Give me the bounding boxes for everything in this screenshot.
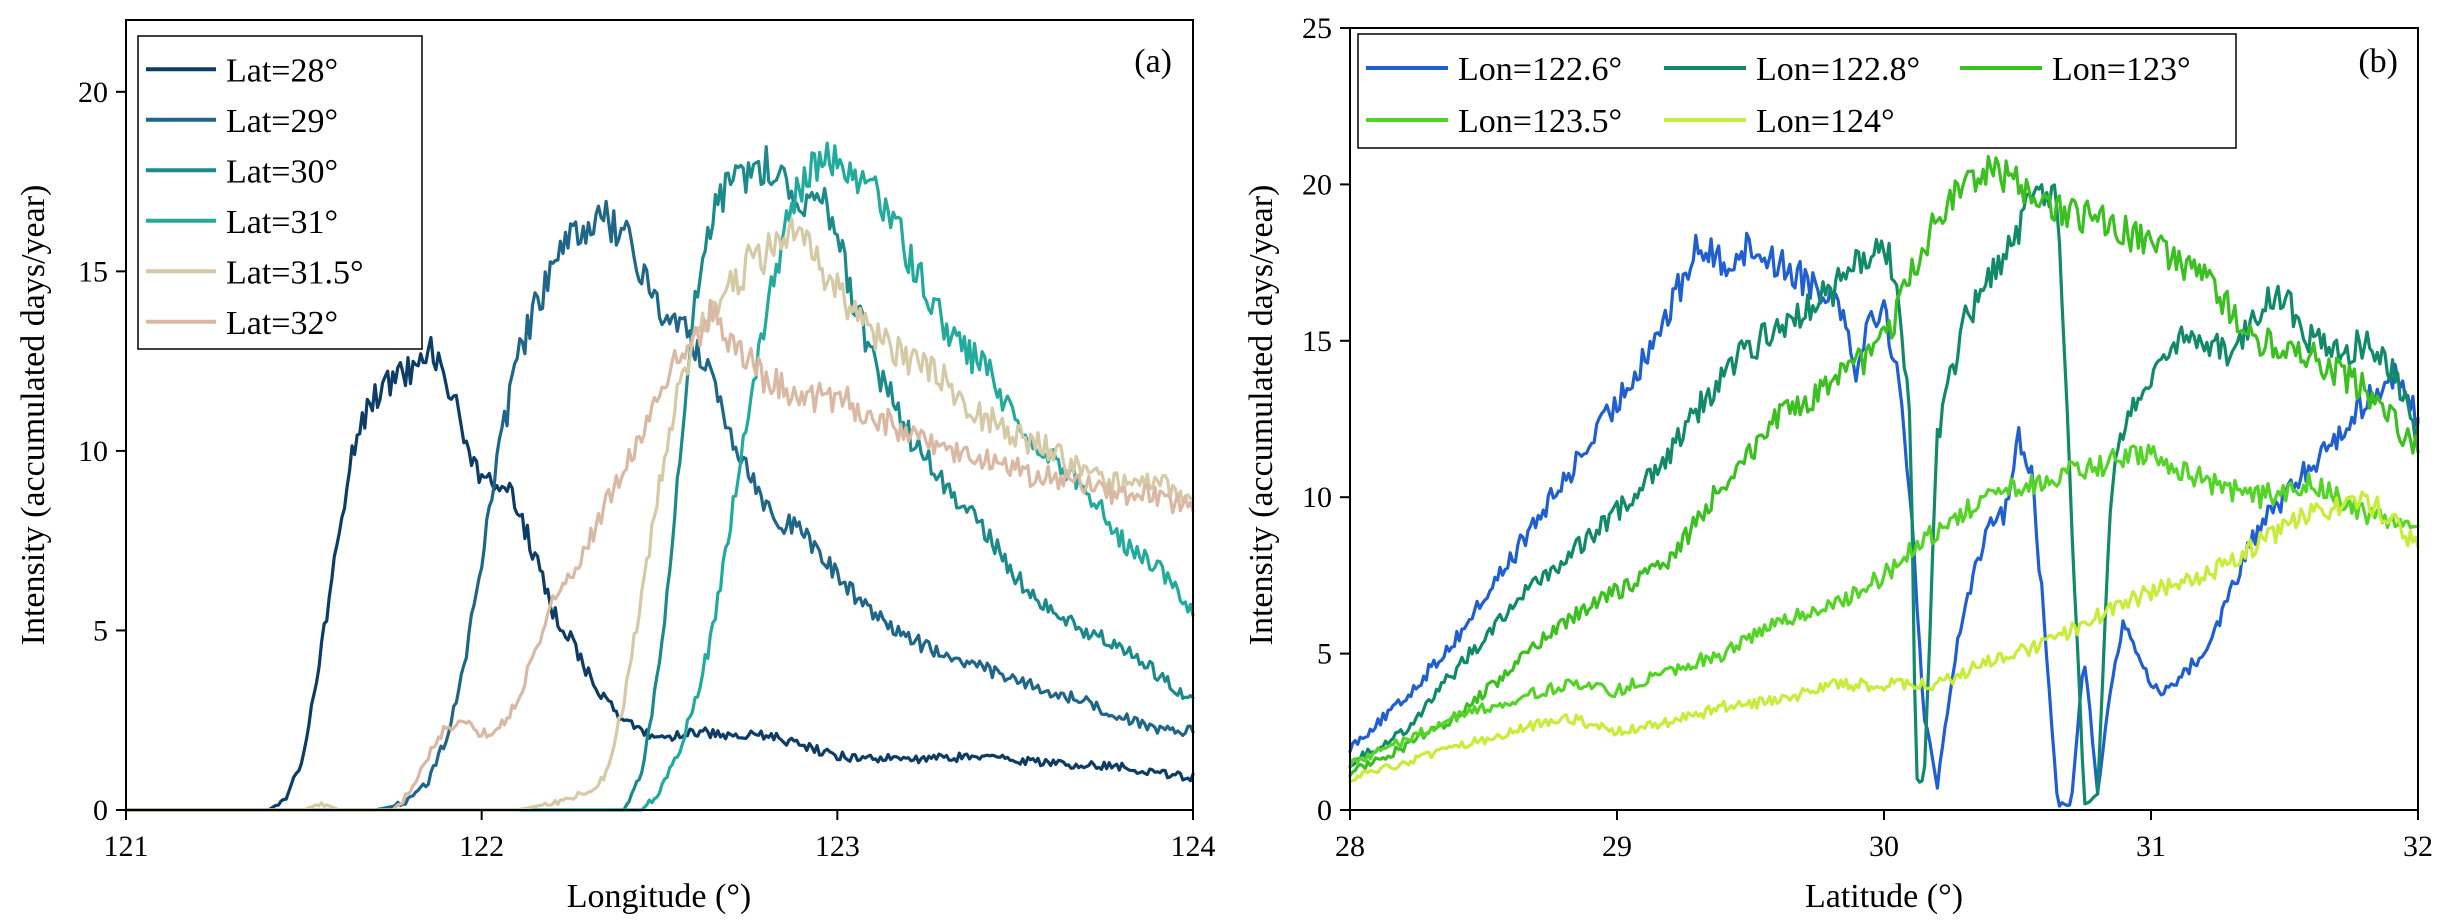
series-line-5 <box>1348 490 2420 784</box>
series-line-1 <box>1348 231 2420 808</box>
x-tick-label: 29 <box>1602 830 1632 863</box>
y-tick-label: 10 <box>78 435 108 468</box>
legend-label: Lon=122.6° <box>1458 51 1622 88</box>
x-tick-label: 124 <box>1171 830 1216 863</box>
legend-label: Lon=123° <box>2052 51 2191 88</box>
x-tick-label: 31 <box>2136 830 2166 863</box>
x-tick-label: 121 <box>104 830 149 863</box>
panel-b-legend: Lon=122.6° Lon=122.8° Lon=123° Lon=123.5° Lo… <box>1357 33 2237 149</box>
legend-box <box>137 35 423 350</box>
panel-a-ticks: 121 122 123 124 0 5 10 15 20 <box>78 76 1216 863</box>
y-tick-label: 15 <box>78 255 108 288</box>
y-tick-label: 25 <box>1302 12 1332 45</box>
panel-b: 28 29 30 31 32 0 5 10 15 20 25 Latitude (°) Intens… <box>1243 12 2433 915</box>
series-line-4 <box>1348 443 2420 769</box>
series-line-1 <box>124 335 1195 812</box>
y-tick-label: 0 <box>1317 794 1332 827</box>
legend-label: Lat=31.5° <box>226 254 364 291</box>
y-tick-label: 5 <box>93 614 108 647</box>
panel-b-x-axis-title: Latitude (°) <box>1805 878 1963 915</box>
panel-a-y-axis-title: Intensity (accumulated days/year) <box>15 185 52 646</box>
legend-label: Lat=29° <box>226 103 338 140</box>
panel-b-series <box>1348 154 2420 808</box>
panel-a-legend: Lat=28° Lat=29° Lat=30° Lat=31° Lat=31.5° Lat… <box>137 35 423 350</box>
legend-label: Lon=124° <box>1756 103 1895 140</box>
x-tick-label: 28 <box>1335 830 1365 863</box>
x-tick-label: 32 <box>2403 830 2433 863</box>
panel-b-label: (b) <box>2358 43 2398 80</box>
y-tick-label: 5 <box>1317 638 1332 671</box>
panel-b-plot-frame <box>1349 27 2419 811</box>
y-tick-label: 10 <box>1302 481 1332 514</box>
series-line-3 <box>1348 154 2420 778</box>
legend-label: Lat=32° <box>226 305 338 342</box>
legend-label: Lat=30° <box>226 153 338 190</box>
y-tick-label: 0 <box>93 794 108 827</box>
panel-b-y-axis-title: Intensity (accumulated days/year) <box>1243 185 1280 646</box>
panel-b-ticks: 28 29 30 31 32 0 5 10 15 20 25 <box>1302 12 2433 863</box>
panel-a-x-axis-title: Longitude (°) <box>567 878 752 915</box>
legend-label: Lon=123.5° <box>1458 103 1622 140</box>
legend-label: Lat=28° <box>226 52 338 89</box>
legend-box <box>1357 33 2237 149</box>
x-tick-label: 123 <box>815 830 860 863</box>
legend-label: Lon=122.8° <box>1756 51 1920 88</box>
y-tick-label: 15 <box>1302 325 1332 358</box>
series-line-2 <box>1348 183 2420 806</box>
series-line-6 <box>124 298 1195 812</box>
y-tick-label: 20 <box>1302 168 1332 201</box>
panel-a: 121 122 123 124 0 5 10 15 20 Longitude (°) Inten… <box>15 19 1216 915</box>
legend-label: Lat=31° <box>226 204 338 241</box>
panel-a-label: (a) <box>1134 43 1172 80</box>
x-tick-label: 30 <box>1869 830 1899 863</box>
panel-a-plot-frame <box>125 19 1194 811</box>
x-tick-label: 122 <box>459 830 504 863</box>
y-tick-label: 20 <box>78 76 108 109</box>
